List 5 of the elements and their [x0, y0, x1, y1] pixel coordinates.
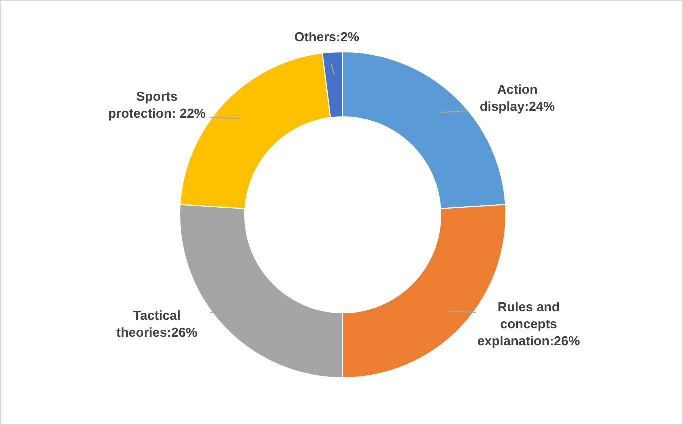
slice-label: Tactical theories:26% [116, 308, 198, 340]
slice-label: Others:2% [294, 29, 360, 44]
slice-label: Sports protection: 22% [108, 88, 206, 121]
slice-label: Rules and concepts explanation:26% [478, 300, 581, 349]
slice-label: Action display:24% [480, 82, 556, 114]
